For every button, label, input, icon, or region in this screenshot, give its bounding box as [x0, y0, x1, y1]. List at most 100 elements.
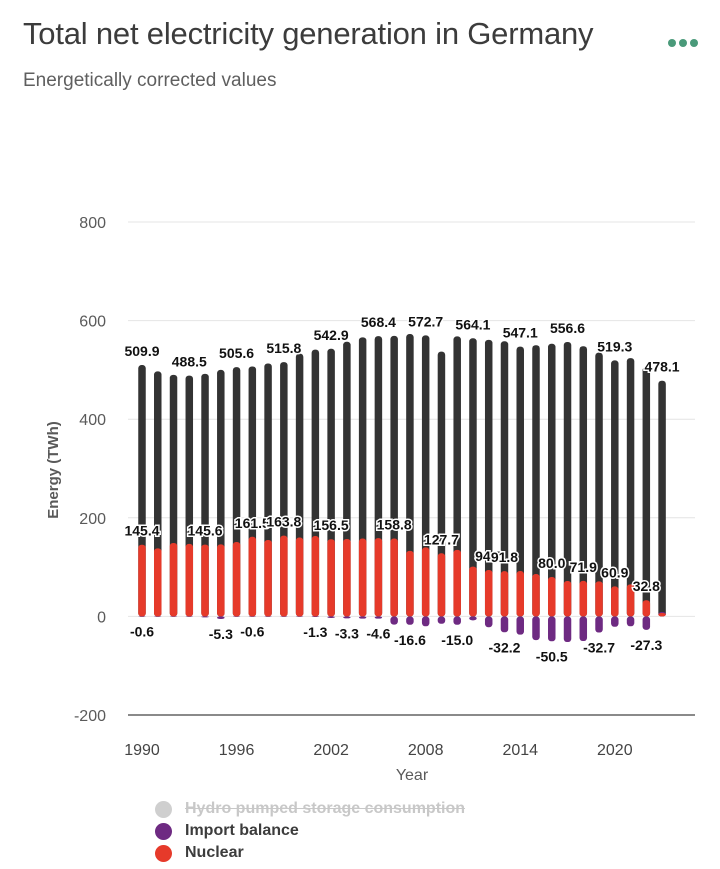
legend-label: Import balance [185, 822, 299, 839]
import-data-label: -16.6 [394, 632, 426, 648]
import-bar [390, 616, 398, 625]
nuclear-data-label: 156.5 [314, 517, 349, 533]
nuclear-bar [453, 549, 461, 617]
nuclear-data-label: 80.0 [538, 555, 565, 571]
import-bar [642, 616, 651, 630]
menu-dot [668, 39, 676, 47]
nuclear-bar [248, 536, 257, 617]
nuclear-bar [295, 537, 304, 617]
import-bar [500, 616, 509, 633]
nuclear-bar [264, 539, 272, 617]
nuclear-bar [516, 571, 524, 617]
y-axis-ticks: -200 0 200 400 600 800 [74, 215, 106, 725]
import-data-label: -1.3 [303, 624, 327, 640]
nuclear-bar [232, 541, 241, 617]
total-data-label: 572.7 [408, 313, 443, 329]
import-bar [264, 616, 272, 617]
import-data-label: -0.6 [130, 624, 154, 640]
import-bar [453, 616, 461, 625]
x-axis-ticks: 1990 1996 2002 2008 2014 2020 [124, 742, 632, 759]
nuclear-bar [169, 542, 178, 617]
legend-dot-icon [155, 800, 172, 818]
nuclear-data-label: 163.8 [266, 514, 301, 530]
nuclear-bar [280, 535, 288, 617]
nuclear-data-label: 145.4 [124, 523, 159, 539]
total-bar [626, 358, 635, 617]
total-bar [642, 366, 651, 617]
nuclear-data-label: 127.7 [424, 531, 459, 547]
import-bar [169, 616, 178, 617]
import-bar [232, 616, 241, 617]
more-options-icon[interactable] [668, 34, 704, 48]
import-data-label: -32.7 [583, 640, 615, 656]
legend-item-import[interactable]: Import balance [155, 820, 465, 842]
import-bar [327, 616, 335, 619]
total-data-label: 564.1 [455, 316, 490, 332]
import-bar [185, 616, 194, 617]
nuclear-bar [658, 612, 666, 617]
import-bar [138, 616, 146, 617]
total-bar [563, 341, 572, 617]
import-bar [358, 616, 367, 619]
y-tick-label: 600 [79, 314, 106, 331]
x-tick-label: 2020 [597, 742, 633, 759]
import-bar [516, 616, 524, 635]
legend-item-nuclear[interactable]: Nuclear [155, 842, 465, 864]
nuclear-data-label: 158.8 [377, 517, 412, 533]
nuclear-data-label: 161.5 [235, 515, 270, 531]
total-bar [611, 360, 619, 617]
nuclear-bar [421, 547, 430, 617]
import-bar [595, 616, 603, 633]
import-bar [343, 616, 351, 619]
total-bar [406, 334, 414, 617]
y-tick-label: 0 [97, 609, 106, 626]
y-tick-label: 400 [79, 412, 106, 429]
legend-label: Nuclear [185, 844, 244, 861]
import-bar [484, 616, 493, 628]
import-bar [611, 616, 619, 627]
nuclear-data-label: 71.9 [570, 559, 597, 575]
nuclear-bar [532, 574, 540, 617]
total-data-label: 478.1 [645, 359, 680, 375]
y-tick-label: 200 [79, 511, 106, 528]
import-bar [626, 616, 635, 627]
import-bar [437, 616, 446, 624]
total-data-label: 547.1 [503, 325, 538, 341]
total-bar [453, 336, 461, 617]
page-title: Total net electricity generation in Germ… [23, 16, 594, 51]
y-tick-label: -200 [74, 708, 106, 725]
legend-item-hydro[interactable]: Hydro pumped storage consumption [155, 798, 465, 820]
import-bar [217, 616, 225, 620]
legend: Hydro pumped storage consumption Import … [155, 798, 465, 864]
total-data-label: 519.3 [597, 338, 632, 354]
nuclear-bar [217, 544, 225, 617]
import-bar [295, 616, 304, 617]
import-bar [154, 616, 162, 617]
total-bar [579, 346, 588, 617]
total-data-label: 488.5 [172, 354, 207, 370]
total-bar [548, 343, 556, 617]
x-tick-label: 1996 [219, 742, 255, 759]
import-data-label: -4.6 [366, 626, 390, 642]
import-bar [201, 616, 209, 618]
y-axis-label: Energy (TWh) [45, 421, 62, 519]
total-bar [437, 351, 446, 617]
nuclear-bar [563, 580, 572, 617]
total-data-label: 515.8 [266, 340, 301, 356]
import-bar [421, 616, 430, 627]
nuclear-bar [358, 538, 367, 617]
total-data-label: 509.9 [124, 343, 159, 359]
nuclear-data-label: 32.8 [633, 578, 660, 594]
x-tick-label: 2014 [502, 742, 538, 759]
data-labels: 509.9 488.5 505.6 515.8 542.9 568.4 572.7 564.1… [123, 312, 681, 666]
y-tick-label: 800 [79, 215, 106, 232]
import-bar [374, 616, 383, 619]
legend-label: Hydro pumped storage consumption [185, 800, 466, 817]
nuclear-bar [548, 576, 556, 617]
import-bar [469, 616, 477, 621]
total-bar [500, 341, 509, 617]
x-axis-label: Year [396, 767, 429, 784]
legend-dot-icon [155, 844, 172, 862]
import-bar [532, 616, 540, 641]
chart-area: -200 0 200 400 600 800 1990 1996 2002 2008 2014 20… [45, 215, 695, 784]
